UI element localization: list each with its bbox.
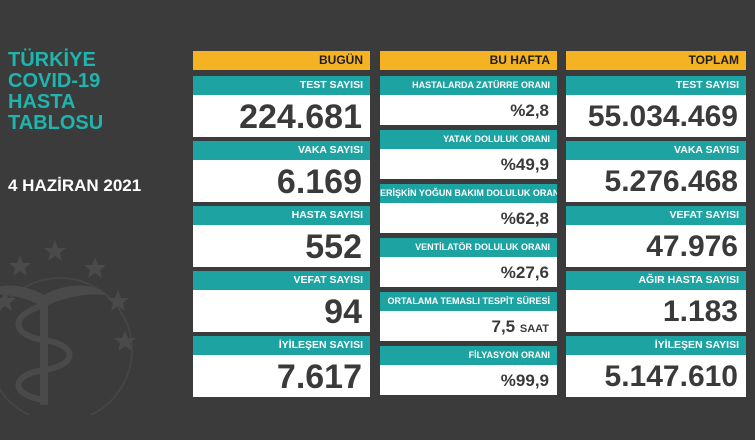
stat-label: VAKA SAYISI [193, 141, 370, 160]
stat-label: TEST SAYISI [193, 76, 370, 95]
stat-label: VEFAT SAYISI [566, 206, 746, 225]
stat-label: TEST SAYISI [566, 76, 746, 95]
rate-card: VENTİLATÖR DOLULUK ORANI %27,6 [380, 238, 557, 287]
rate-value: %62,8 [380, 203, 557, 233]
rate-card: FİLYASYON ORANI %99,9 [380, 346, 557, 395]
rate-value: %99,9 [380, 365, 557, 395]
rate-card: ORTALAMA TEMASLI TESPİT SÜRESİ 7,5 SAAT [380, 292, 557, 341]
stat-label: HASTA SAYISI [193, 206, 370, 225]
stat-value: 47.976 [566, 225, 746, 267]
stat-card: HASTA SAYISI 552 [193, 206, 370, 267]
week-header: BU HAFTA [380, 51, 557, 70]
stat-card: VEFAT SAYISI 47.976 [566, 206, 746, 267]
stat-value: 552 [193, 225, 370, 267]
rate-card: HASTALARDA ZATÜRRE ORANI %2,8 [380, 76, 557, 125]
stat-label: AĞIR HASTA SAYISI [566, 271, 746, 290]
rate-label: ERİŞKİN YOĞUN BAKIM DOLULUK ORANI [380, 184, 557, 203]
rate-label: ORTALAMA TEMASLI TESPİT SÜRESİ [380, 292, 557, 311]
page-title: TÜRKİYE COVID-19 HASTA TABLOSU [8, 50, 148, 134]
stat-value: 7.617 [193, 355, 370, 397]
report-date: 4 HAZİRAN 2021 [8, 176, 142, 195]
stat-value: 5.276.468 [566, 160, 746, 202]
total-column: TOPLAM TEST SAYISI 55.034.469 VAKA SAYIS… [566, 51, 746, 397]
rate-label: VENTİLATÖR DOLULUK ORANI [380, 238, 557, 257]
rate-label: YATAK DOLULUK ORANI [380, 130, 557, 149]
stat-value: 6.169 [193, 160, 370, 202]
stat-card: İYİLEŞEN SAYISI 7.617 [193, 336, 370, 397]
stat-card: VAKA SAYISI 5.276.468 [566, 141, 746, 202]
rate-value: %27,6 [380, 257, 557, 287]
stat-label: İYİLEŞEN SAYISI [566, 336, 746, 355]
stat-card: İYİLEŞEN SAYISI 5.147.610 [566, 336, 746, 397]
today-header: BUGÜN [193, 51, 370, 70]
title-line: HASTA [8, 91, 76, 113]
title-line: COVID-19 [8, 70, 101, 92]
today-column: BUGÜN TEST SAYISI 224.681 VAKA SAYISI 6.… [193, 51, 370, 397]
stat-card: AĞIR HASTA SAYISI 1.183 [566, 271, 746, 332]
title-line: TÜRKİYE [8, 49, 96, 71]
rate-value: 7,5 SAAT [380, 311, 557, 341]
rate-value: %49,9 [380, 149, 557, 179]
stat-card: VAKA SAYISI 6.169 [193, 141, 370, 202]
stat-card: VEFAT SAYISI 94 [193, 271, 370, 332]
total-header: TOPLAM [566, 51, 746, 70]
week-column: BU HAFTA HASTALARDA ZATÜRRE ORANI %2,8 Y… [380, 51, 557, 395]
title-line: TABLOSU [8, 112, 104, 134]
rate-label: HASTALARDA ZATÜRRE ORANI [380, 76, 557, 95]
stat-value: 1.183 [566, 290, 746, 332]
rate-card: YATAK DOLULUK ORANI %49,9 [380, 130, 557, 179]
rate-unit: SAAT [519, 323, 549, 335]
stat-value: 224.681 [193, 95, 370, 137]
stat-label: VAKA SAYISI [566, 141, 746, 160]
stat-value: 55.034.469 [566, 95, 746, 137]
stat-card: TEST SAYISI 224.681 [193, 76, 370, 137]
stat-value: 5.147.610 [566, 355, 746, 397]
rate-label: FİLYASYON ORANI [380, 346, 557, 365]
stat-value: 94 [193, 290, 370, 332]
stat-card: TEST SAYISI 55.034.469 [566, 76, 746, 137]
rate-value: %2,8 [380, 95, 557, 125]
stat-label: İYİLEŞEN SAYISI [193, 336, 370, 355]
stat-label: VEFAT SAYISI [193, 271, 370, 290]
rate-card: ERİŞKİN YOĞUN BAKIM DOLULUK ORANI %62,8 [380, 184, 557, 233]
ministry-emblem-icon [0, 240, 136, 415]
